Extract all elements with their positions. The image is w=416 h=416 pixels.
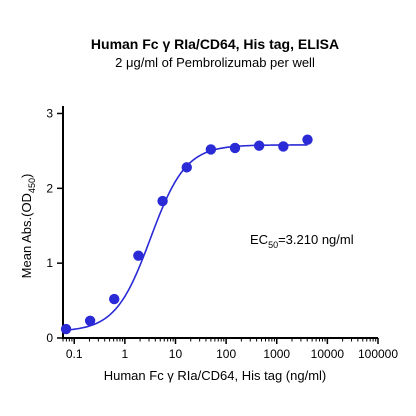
y-ticks: 0 1 2 3 [46, 106, 63, 345]
x-tick-label: 10 [169, 347, 183, 361]
data-point [302, 134, 313, 145]
y-axis-label: Mean Abs.(OD450) [19, 174, 37, 279]
data-points [60, 134, 313, 335]
data-point [109, 293, 120, 305]
x-ticks: 0.1 1 10 100 1000 10000 100000 [62, 338, 398, 361]
y-tick-label: 2 [46, 181, 53, 195]
x-tick-label: 1000 [263, 347, 290, 361]
data-point [229, 142, 241, 154]
x-tick-label: 100 [216, 347, 236, 361]
data-point [84, 315, 96, 326]
data-point [157, 195, 168, 207]
axes [62, 106, 378, 339]
data-point [205, 144, 217, 155]
x-tick-label: 0.1 [66, 347, 83, 361]
chart-title: Human Fc γ RIa/CD64, His tag, ELISA [91, 36, 339, 52]
data-point [253, 140, 265, 151]
data-point [60, 323, 72, 335]
data-point [278, 141, 289, 152]
data-point [181, 162, 192, 173]
chart-subtitle: 2 μg/ml of Pembrolizumab per well [115, 55, 315, 70]
y-tick-label: 3 [46, 106, 53, 120]
x-tick-label: 100000 [358, 347, 398, 361]
x-tick-label: 1 [122, 347, 129, 361]
x-tick-label: 10000 [311, 347, 345, 361]
data-point [133, 250, 144, 261]
y-tick-label: 1 [46, 256, 53, 270]
y-tick-label: 0 [46, 331, 53, 345]
x-axis-label: Human Fc γ RIa/CD64, His tag (ng/ml) [104, 368, 327, 383]
fit-curve [66, 144, 308, 331]
ec50-annotation: EC50=3.210 ng/ml [250, 232, 354, 250]
